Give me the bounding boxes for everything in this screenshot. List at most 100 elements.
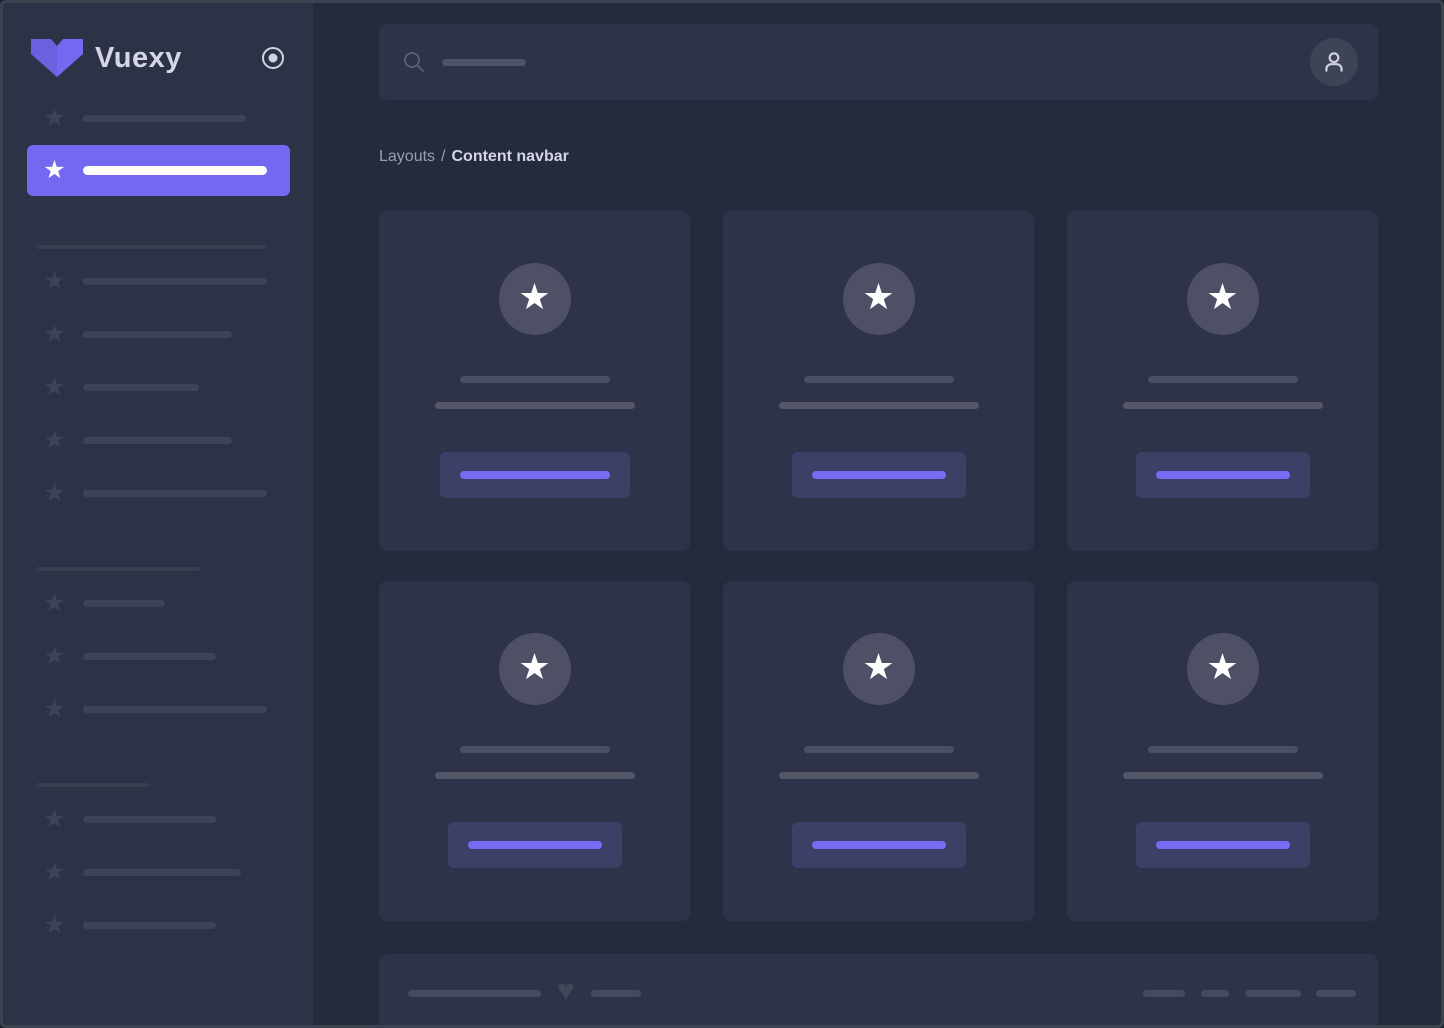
star-icon: ★	[43, 373, 66, 401]
card-grid: ★ ★ ★	[379, 211, 1378, 921]
demo-card: ★	[1067, 211, 1378, 551]
sidebar-pin-toggle-icon[interactable]	[261, 46, 285, 70]
card-action-button[interactable]	[447, 822, 622, 868]
sidebar-item-active[interactable]: ★	[27, 145, 290, 196]
skeleton-label	[83, 653, 216, 660]
user-avatar-button[interactable]	[1310, 38, 1358, 86]
feature-circle: ★	[842, 633, 915, 705]
skeleton-label	[83, 922, 216, 929]
footer-link-skeleton	[1201, 989, 1229, 997]
feature-circle: ★	[498, 263, 571, 335]
sidebar-item[interactable]: ★	[3, 268, 313, 295]
skeleton-label	[83, 278, 267, 285]
search-placeholder-skeleton	[442, 58, 526, 66]
card-action-button[interactable]	[791, 822, 966, 868]
star-icon: ★	[43, 426, 66, 454]
button-label-skeleton	[811, 471, 946, 479]
card-action-button[interactable]	[1135, 452, 1310, 498]
star-icon: ★	[43, 320, 66, 348]
star-icon: ★	[43, 805, 66, 833]
footer-link-skeleton	[1245, 989, 1301, 997]
card-action-button[interactable]	[439, 452, 630, 498]
skeleton-label	[83, 166, 267, 175]
button-label-skeleton	[1155, 471, 1290, 479]
demo-card: ★	[379, 581, 690, 921]
title-skeleton	[459, 746, 610, 753]
sidebar-item[interactable]: ★	[3, 427, 313, 454]
section-divider	[36, 245, 266, 249]
title-skeleton	[1147, 376, 1298, 383]
star-icon: ★	[43, 695, 66, 723]
sidebar: Vuexy ★ ★ ★ ★	[3, 3, 313, 1025]
sidebar-item[interactable]: ★	[3, 374, 313, 401]
card-action-button[interactable]	[791, 452, 966, 498]
footer-link-skeleton	[1143, 989, 1185, 997]
heart-icon: ♥	[557, 974, 575, 1007]
star-icon: ★	[43, 642, 66, 670]
demo-card: ★	[723, 211, 1034, 551]
subtitle-skeleton	[1122, 402, 1323, 409]
sidebar-item[interactable]: ★	[3, 321, 313, 348]
button-label-skeleton	[811, 841, 946, 849]
subtitle-skeleton	[434, 772, 635, 779]
sidebar-item[interactable]: ★	[3, 105, 313, 132]
button-label-skeleton	[1155, 841, 1290, 849]
star-icon: ★	[862, 646, 895, 687]
skeleton-label	[83, 384, 199, 391]
title-skeleton	[803, 376, 954, 383]
card-action-button[interactable]	[1135, 822, 1310, 868]
skeleton-label	[83, 490, 267, 497]
skeleton-label	[83, 437, 232, 444]
skeleton-label	[83, 706, 267, 713]
demo-card: ★	[723, 581, 1034, 921]
footer-links	[1143, 989, 1356, 997]
title-skeleton	[803, 746, 954, 753]
sidebar-item[interactable]: ★	[3, 480, 313, 507]
feature-circle: ★	[1186, 633, 1259, 705]
sidebar-item[interactable]: ★	[3, 643, 313, 670]
skeleton-label	[83, 600, 165, 607]
star-icon: ★	[1206, 276, 1239, 317]
star-icon: ★	[43, 267, 66, 295]
feature-circle: ★	[498, 633, 571, 705]
subtitle-skeleton	[778, 772, 979, 779]
star-icon: ★	[43, 911, 66, 939]
demo-card: ★	[379, 211, 690, 551]
sidebar-item[interactable]: ★	[3, 590, 313, 617]
person-icon	[1325, 52, 1343, 72]
sidebar-item[interactable]: ★	[3, 912, 313, 939]
sidebar-item[interactable]: ★	[3, 696, 313, 723]
footer-link-skeleton	[1316, 989, 1356, 997]
button-label-skeleton	[467, 841, 602, 849]
breadcrumb-current: Content navbar	[451, 148, 569, 165]
subtitle-skeleton	[1122, 772, 1323, 779]
section-divider	[36, 783, 149, 787]
skeleton-label	[83, 115, 246, 122]
sidebar-item[interactable]: ★	[3, 806, 313, 833]
vuexy-logo-icon	[31, 39, 83, 77]
star-icon: ★	[862, 276, 895, 317]
subtitle-skeleton	[778, 402, 979, 409]
breadcrumb-separator: /	[441, 148, 446, 165]
star-icon: ★	[43, 589, 66, 617]
breadcrumb-parent-link[interactable]: Layouts	[379, 148, 436, 165]
footer-text-skeleton	[408, 989, 541, 997]
breadcrumb: Layouts / Content navbar	[379, 148, 1378, 166]
section-divider	[36, 567, 200, 571]
skeleton-label	[83, 869, 241, 876]
sidebar-header: Vuexy	[3, 3, 313, 77]
search-input[interactable]	[403, 51, 526, 73]
star-icon: ★	[43, 858, 66, 886]
feature-circle: ★	[1186, 263, 1259, 335]
star-icon: ★	[518, 646, 551, 687]
sidebar-item[interactable]: ★	[3, 859, 313, 886]
top-navbar	[379, 24, 1378, 100]
subtitle-skeleton	[434, 402, 635, 409]
title-skeleton	[1147, 746, 1298, 753]
search-icon	[404, 52, 424, 72]
footer-bar: ♥	[379, 954, 1378, 1025]
demo-card: ★	[1067, 581, 1378, 921]
title-skeleton	[459, 376, 610, 383]
footer-text-skeleton	[590, 989, 641, 997]
star-icon: ★	[43, 104, 66, 132]
